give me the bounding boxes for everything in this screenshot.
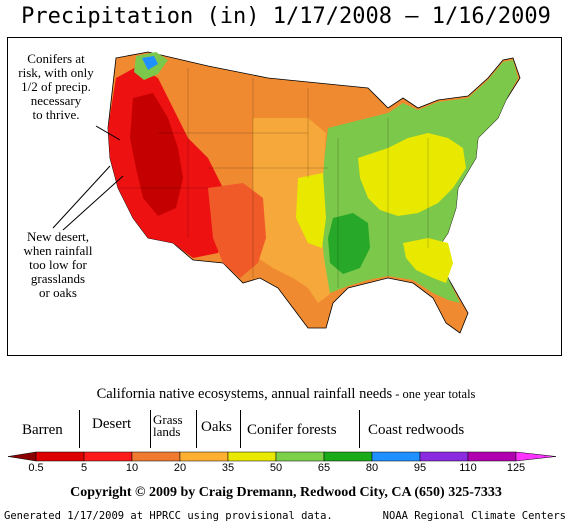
pacific-northwest-blue bbox=[142, 56, 158, 70]
state-borders bbox=[118, 68, 429, 288]
southeast-yellow-region bbox=[403, 238, 453, 283]
scale-segment bbox=[227, 451, 277, 462]
precipitation-color-scale bbox=[0, 450, 572, 480]
eco-conifer-forests: Conifer forests bbox=[247, 422, 337, 438]
southeast-green-region bbox=[328, 213, 370, 274]
desert-pointer-line-1 bbox=[52, 165, 111, 229]
eco-coast-redwoods: Coast redwoods bbox=[368, 422, 465, 438]
desert-annotation: New desert, when rainfall too low for gr… bbox=[10, 230, 106, 300]
scale-segment bbox=[179, 451, 229, 462]
scale-tick-label: 10 bbox=[125, 462, 139, 474]
desert-line-1: New desert, bbox=[26, 229, 90, 244]
southwest-orange-red-region bbox=[208, 183, 266, 278]
conifers-line-1: Conifers at bbox=[27, 51, 85, 66]
eco-divider bbox=[359, 410, 360, 448]
scale-segment bbox=[131, 451, 181, 462]
us-map-svg bbox=[52, 51, 521, 334]
ecosystems-heading-small: - one year totals bbox=[392, 387, 476, 401]
eco-grasslands: Grass lands bbox=[153, 412, 183, 439]
eco-divider bbox=[196, 410, 197, 448]
eco-desert: Desert bbox=[92, 416, 132, 432]
scale-segment bbox=[83, 451, 133, 462]
scale-arrow-right bbox=[515, 451, 557, 462]
eco-oaks: Oaks bbox=[201, 419, 232, 435]
ecosystem-labels-row: Barren Desert Grass lands Oaks Conifer f… bbox=[0, 410, 572, 450]
scale-segment bbox=[467, 451, 517, 462]
ecosystems-heading-main: California native ecosystems, annual rai… bbox=[96, 386, 393, 402]
scale-arrow-left bbox=[7, 451, 37, 462]
scale-tick-label: 0.5 bbox=[28, 462, 44, 474]
ecosystems-heading: California native ecosystems, annual rai… bbox=[0, 386, 572, 403]
scale-tick-label: 20 bbox=[173, 462, 187, 474]
scale-segment bbox=[371, 451, 421, 462]
scale-segment bbox=[35, 451, 85, 462]
footer-generated: Generated 1/17/2009 at HPRCC using provi… bbox=[4, 510, 333, 522]
plains-orange-region bbox=[253, 118, 330, 303]
desert-pointer-line-2 bbox=[62, 175, 124, 231]
copyright-text: Copyright © 2009 by Craig Dremann, Redwo… bbox=[70, 485, 502, 500]
eco-barren: Barren bbox=[22, 422, 63, 438]
scale-tick-label: 35 bbox=[221, 462, 235, 474]
plains-yellow-region bbox=[296, 173, 326, 248]
desert-line-2: when rainfall bbox=[23, 243, 93, 258]
color-scale-bar bbox=[7, 451, 557, 462]
scale-segment bbox=[419, 451, 469, 462]
conifers-line-2: risk, with only bbox=[18, 65, 94, 80]
west-dark-red-region bbox=[130, 93, 183, 216]
scale-tick-label: 95 bbox=[413, 462, 427, 474]
scale-segment bbox=[275, 451, 325, 462]
conifer-pointer-line bbox=[95, 125, 121, 141]
east-yellow-region bbox=[358, 133, 466, 216]
scale-tick-label: 65 bbox=[317, 462, 331, 474]
conifers-line-5: to thrive. bbox=[32, 107, 80, 122]
precipitation-map bbox=[7, 37, 562, 356]
scale-tick-label: 5 bbox=[80, 462, 88, 474]
desert-line-5: or oaks bbox=[39, 285, 77, 300]
eco-grass-top: Grass bbox=[153, 412, 183, 427]
map-title: Precipitation (in) 1/17/2008 – 1/16/2009 bbox=[21, 4, 551, 29]
footer-source: NOAA Regional Climate Centers bbox=[382, 510, 566, 522]
eco-divider bbox=[79, 410, 80, 448]
scale-tick-label: 110 bbox=[459, 462, 477, 474]
desert-line-4: grasslands bbox=[30, 271, 86, 286]
eco-divider bbox=[150, 410, 151, 448]
scale-tick-label: 80 bbox=[365, 462, 379, 474]
conifers-annotation: Conifers at risk, with only 1/2 of preci… bbox=[8, 52, 104, 122]
conifers-line-4: necessary bbox=[30, 93, 82, 108]
scale-segment bbox=[323, 451, 373, 462]
scale-tick-label: 50 bbox=[269, 462, 283, 474]
eco-grass-bottom: lands bbox=[153, 424, 181, 439]
desert-line-3: too low for bbox=[29, 257, 87, 272]
scale-tick-label: 125 bbox=[506, 462, 526, 474]
conifers-line-3: 1/2 of precip. bbox=[21, 79, 91, 94]
eco-divider bbox=[240, 410, 241, 448]
